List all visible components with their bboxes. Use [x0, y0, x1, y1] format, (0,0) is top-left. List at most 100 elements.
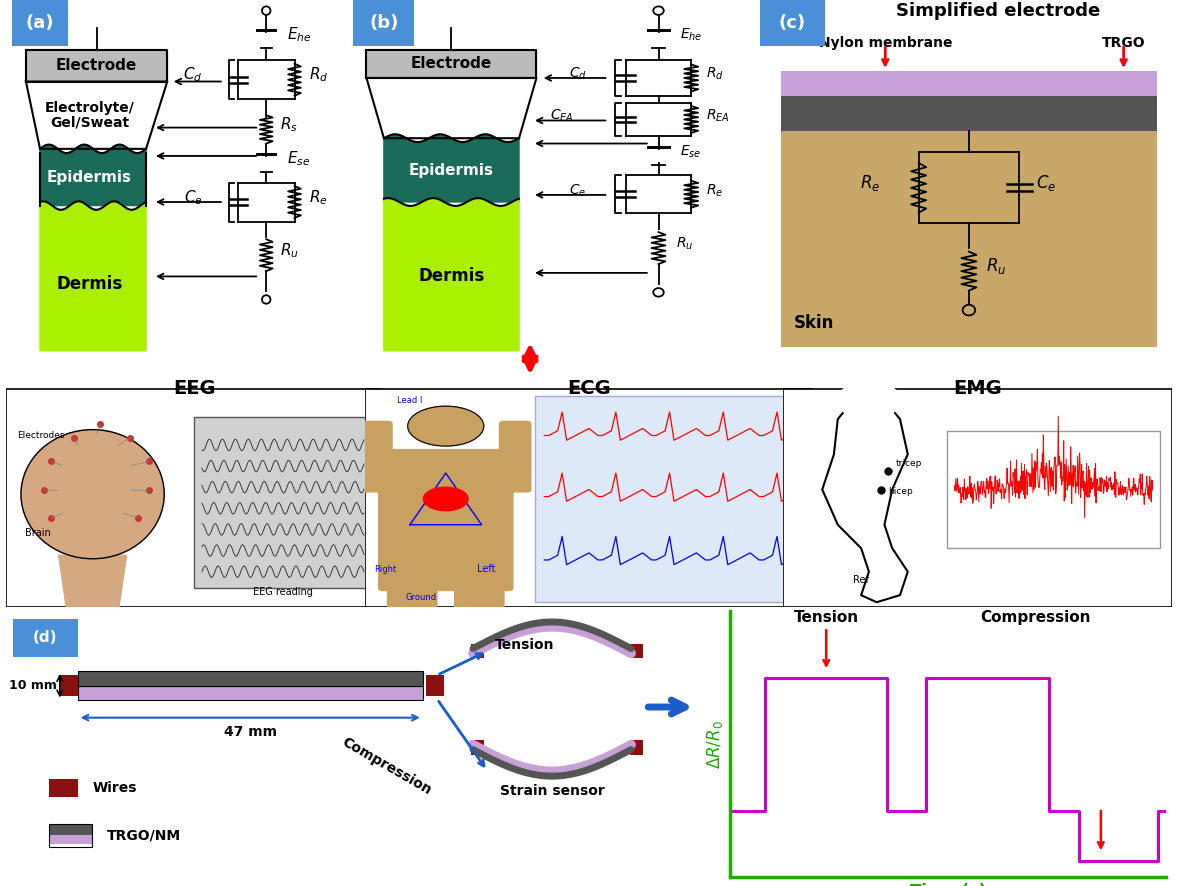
Circle shape — [838, 382, 900, 419]
Text: EEG reading: EEG reading — [253, 587, 313, 597]
FancyBboxPatch shape — [471, 644, 484, 658]
Text: Lead I: Lead I — [397, 396, 422, 405]
Text: Compression: Compression — [980, 610, 1091, 625]
Text: Skin: Skin — [794, 314, 834, 331]
Text: Simplified electrode: Simplified electrode — [896, 2, 1100, 19]
Text: $E_{se}$: $E_{se}$ — [680, 144, 702, 160]
Polygon shape — [366, 50, 536, 78]
Text: $C_d$: $C_d$ — [183, 66, 203, 84]
Text: Electrode: Electrode — [411, 57, 492, 71]
FancyBboxPatch shape — [360, 422, 392, 492]
Text: Wires: Wires — [92, 781, 137, 795]
Polygon shape — [384, 135, 519, 202]
FancyBboxPatch shape — [630, 644, 643, 658]
Text: 10 mm: 10 mm — [9, 680, 58, 692]
Text: ECG: ECG — [567, 379, 611, 398]
Text: Compression: Compression — [339, 735, 434, 797]
FancyBboxPatch shape — [781, 131, 1157, 347]
FancyBboxPatch shape — [781, 71, 1157, 96]
Text: $R_e$: $R_e$ — [707, 183, 723, 198]
FancyBboxPatch shape — [365, 389, 813, 607]
Text: TRGO: TRGO — [1101, 35, 1145, 50]
Polygon shape — [26, 50, 167, 82]
Text: Electrodes: Electrodes — [18, 431, 65, 439]
FancyBboxPatch shape — [426, 675, 444, 696]
Text: $R_e$: $R_e$ — [309, 188, 327, 206]
Text: $E_{he}$: $E_{he}$ — [287, 25, 312, 43]
Text: Left: Left — [477, 563, 496, 574]
Text: $R_u$: $R_u$ — [280, 241, 299, 260]
Text: EMG: EMG — [953, 379, 1002, 398]
Text: $R_u$: $R_u$ — [986, 256, 1006, 276]
Text: $C_d$: $C_d$ — [569, 66, 587, 82]
Text: $R_{EA}$: $R_{EA}$ — [707, 107, 730, 124]
Text: $R_e$: $R_e$ — [860, 173, 880, 193]
Text: $R_s$: $R_s$ — [280, 115, 298, 134]
FancyBboxPatch shape — [49, 835, 92, 843]
Text: $R_d$: $R_d$ — [707, 66, 724, 82]
Text: $E_{he}$: $E_{he}$ — [680, 27, 703, 43]
FancyBboxPatch shape — [388, 557, 437, 610]
Text: $R_u$: $R_u$ — [676, 236, 694, 253]
X-axis label: Time (s): Time (s) — [911, 882, 986, 886]
Polygon shape — [40, 144, 146, 206]
FancyBboxPatch shape — [49, 779, 78, 797]
Circle shape — [408, 406, 484, 446]
Text: $R_d$: $R_d$ — [309, 66, 327, 84]
FancyBboxPatch shape — [353, 0, 415, 46]
FancyBboxPatch shape — [499, 422, 531, 492]
Text: $C_e$: $C_e$ — [569, 183, 587, 198]
FancyBboxPatch shape — [947, 431, 1160, 548]
FancyBboxPatch shape — [455, 557, 504, 610]
Text: Epidermis: Epidermis — [47, 170, 132, 184]
Text: Nylon membrane: Nylon membrane — [819, 35, 952, 50]
FancyBboxPatch shape — [13, 619, 78, 657]
Circle shape — [423, 487, 468, 510]
Y-axis label: $\Delta R/R_0$: $\Delta R/R_0$ — [704, 720, 724, 768]
Polygon shape — [26, 82, 167, 149]
Text: EEG: EEG — [173, 379, 216, 398]
FancyBboxPatch shape — [49, 826, 92, 835]
Text: Dermis: Dermis — [57, 275, 123, 292]
Polygon shape — [384, 198, 519, 351]
Text: Brain: Brain — [25, 528, 51, 539]
Text: TRGO/NM: TRGO/NM — [106, 829, 180, 843]
Polygon shape — [59, 556, 126, 607]
Text: $C_{EA}$: $C_{EA}$ — [550, 107, 574, 124]
Text: tricep: tricep — [896, 459, 922, 468]
Ellipse shape — [21, 430, 164, 559]
Text: $E_{se}$: $E_{se}$ — [287, 149, 311, 167]
Polygon shape — [366, 78, 536, 138]
FancyBboxPatch shape — [78, 672, 423, 686]
Polygon shape — [40, 201, 146, 351]
Text: (c): (c) — [779, 14, 806, 32]
Text: $C_e$: $C_e$ — [184, 188, 203, 206]
FancyBboxPatch shape — [783, 389, 1172, 607]
FancyBboxPatch shape — [471, 741, 484, 755]
Text: (a): (a) — [26, 14, 54, 32]
FancyBboxPatch shape — [760, 0, 825, 46]
Text: Gel/Sweat: Gel/Sweat — [49, 115, 130, 129]
FancyBboxPatch shape — [535, 395, 803, 602]
Text: (d): (d) — [33, 631, 58, 645]
Text: (b): (b) — [369, 14, 398, 32]
Text: Ground: Ground — [405, 593, 437, 602]
Text: bicep: bicep — [888, 487, 913, 496]
FancyBboxPatch shape — [630, 741, 643, 755]
Text: Dermis: Dermis — [418, 268, 484, 285]
Text: Tension: Tension — [495, 638, 554, 651]
Text: Electrolyte/: Electrolyte/ — [45, 101, 134, 115]
Text: Tension: Tension — [794, 610, 859, 625]
Text: 47 mm: 47 mm — [224, 726, 277, 739]
FancyBboxPatch shape — [194, 416, 371, 588]
FancyBboxPatch shape — [781, 96, 1157, 131]
Text: Right: Right — [375, 564, 396, 574]
FancyBboxPatch shape — [6, 389, 383, 607]
Text: $C_e$: $C_e$ — [1035, 173, 1055, 193]
Text: Ref: Ref — [853, 575, 869, 586]
Text: Epidermis: Epidermis — [409, 163, 494, 177]
Text: Electrode: Electrode — [57, 58, 137, 73]
FancyBboxPatch shape — [60, 675, 78, 696]
FancyBboxPatch shape — [12, 0, 68, 46]
Text: Strain sensor: Strain sensor — [499, 784, 604, 797]
